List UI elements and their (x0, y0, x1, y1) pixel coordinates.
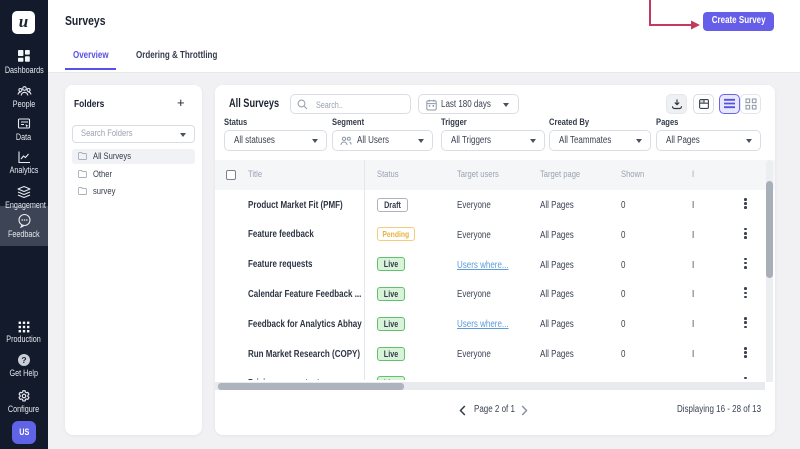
svg-text:?: ? (21, 355, 26, 365)
